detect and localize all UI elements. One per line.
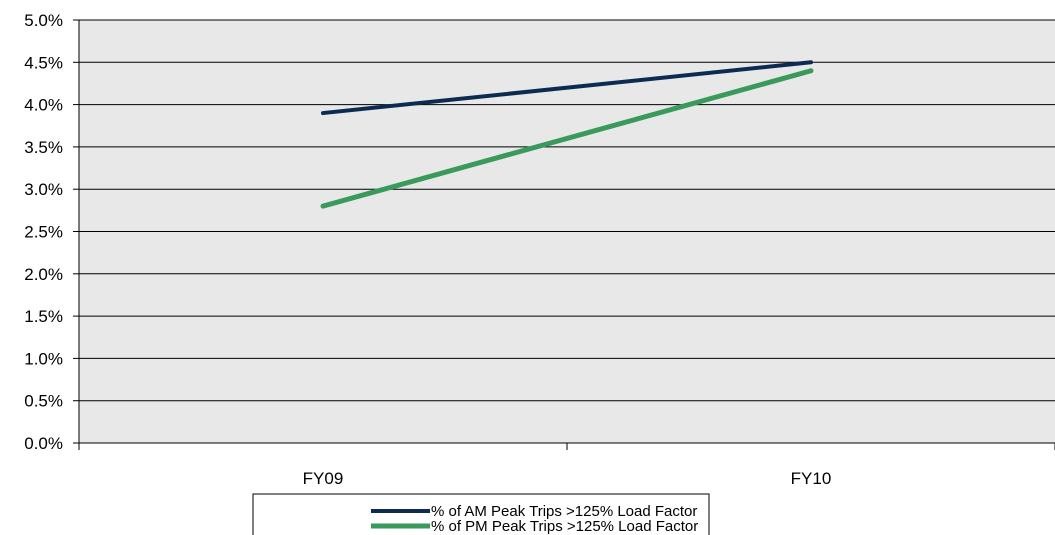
y-tick-label: 2.5% xyxy=(24,223,63,242)
y-tick-label: 2.0% xyxy=(24,265,63,284)
x-tick-label: FY09 xyxy=(303,469,344,488)
legend: % of AM Peak Trips >125% Load Factor% of… xyxy=(252,493,710,535)
y-tick-label: 3.0% xyxy=(24,180,63,199)
legend-label: % of AM Peak Trips >125% Load Factor xyxy=(431,503,697,520)
y-axis: 0.0% 0.5% 1.0% 1.5% 2.0% 2.5% 3.0% 3.5% 4.0% 4.5%… xyxy=(24,11,80,453)
y-tick-label: 5.0% xyxy=(24,11,63,30)
y-tick-label: 4.5% xyxy=(24,53,63,72)
y-tick-label: 1.0% xyxy=(24,349,63,368)
gridlines xyxy=(79,19,1055,402)
x-tick-label: FY10 xyxy=(791,469,832,488)
y-tick-label: 1.5% xyxy=(24,307,63,326)
y-tick-label: 0.0% xyxy=(24,434,63,453)
x-axis: FY09 FY10 xyxy=(78,442,1055,488)
legend-label: % of PM Peak Trips >125% Load Factor xyxy=(431,518,698,535)
y-tick-label: 0.5% xyxy=(24,392,63,411)
series-lines xyxy=(320,60,814,209)
y-tick-label: 3.5% xyxy=(24,138,63,157)
series-line xyxy=(320,68,814,209)
legend-box xyxy=(252,493,710,535)
series-line xyxy=(321,60,813,116)
y-tick-label: 4.0% xyxy=(24,96,63,115)
